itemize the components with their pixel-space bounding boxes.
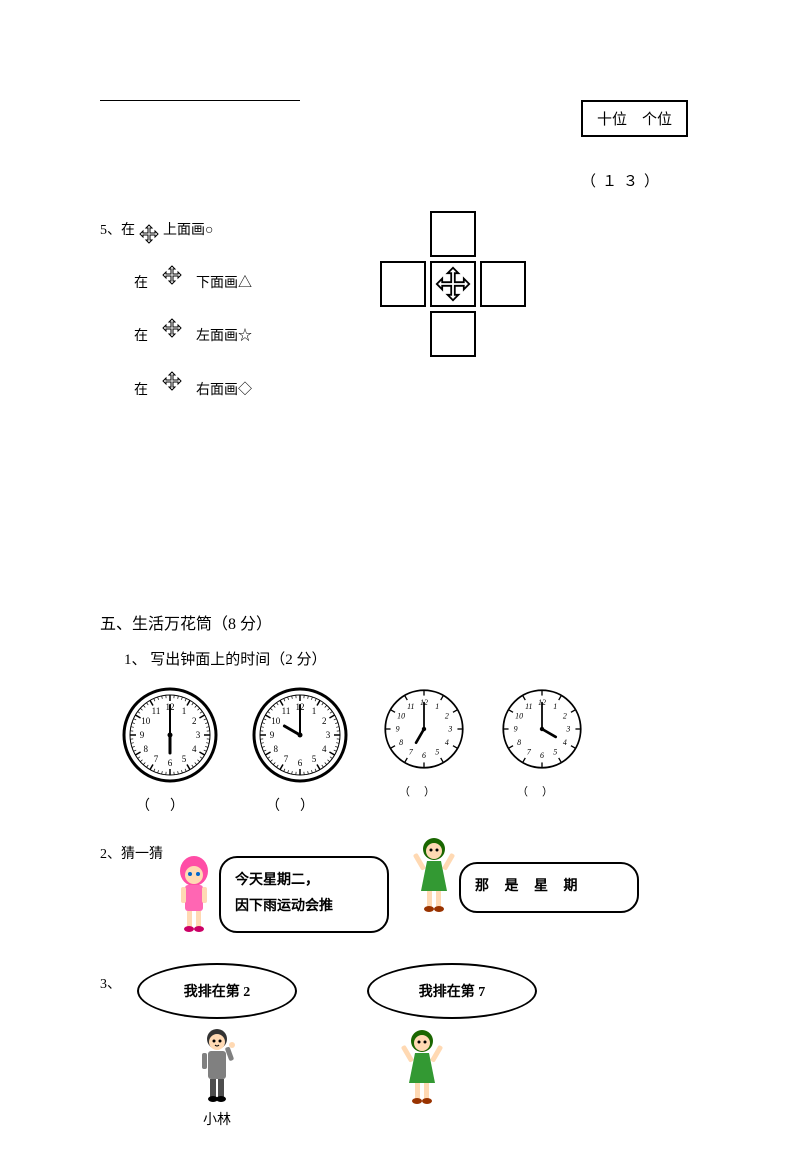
q3-label: 3、 — [100, 973, 121, 993]
ones-label: 个位 — [642, 112, 672, 128]
svg-text:3: 3 — [196, 730, 201, 740]
svg-text:5: 5 — [553, 747, 557, 756]
svg-text:1: 1 — [182, 706, 187, 716]
q5-l2-prefix: 在 — [134, 264, 148, 303]
svg-text:10: 10 — [271, 716, 281, 726]
svg-text:10: 10 — [515, 711, 523, 720]
svg-text:2: 2 — [192, 716, 197, 726]
section-5-title: 五、生活万花筒（8 分） — [100, 610, 693, 634]
svg-text:1: 1 — [435, 702, 439, 711]
svg-text:5: 5 — [182, 754, 187, 764]
q5-l4-prefix: 在 — [134, 371, 148, 410]
svg-text:6: 6 — [540, 751, 544, 760]
clock-3: 123456789101112 — [380, 685, 468, 773]
svg-text:9: 9 — [140, 730, 145, 740]
oval1-text: 我排在第 2 — [184, 981, 251, 1001]
section5-sub1: 1、 写出钟面上的时间（2 分） — [124, 648, 693, 669]
girl-pink-icon — [169, 853, 219, 933]
q5-l4-suffix: 右面画◇ — [196, 371, 252, 410]
bubble-2: 那 是 星 期 — [459, 862, 639, 913]
bubble1-line1: 今天星期二， — [235, 868, 373, 895]
svg-text:5: 5 — [435, 747, 439, 756]
clock-2: 123456789101112 — [250, 685, 350, 785]
question-5: 5、在 上面画○ 在 下面画△ 在 — [100, 211, 693, 410]
cross-arrow-icon — [162, 315, 182, 335]
question-2-row: 2、猜一猜 今天星期二， 因下雨运动会 — [100, 833, 693, 933]
svg-text:4: 4 — [563, 738, 567, 747]
oval-bubble-1: 我排在第 2 — [137, 963, 297, 1019]
paren-3: （） — [399, 783, 449, 799]
cross-arrow-icon — [162, 262, 182, 282]
svg-text:1: 1 — [553, 702, 557, 711]
svg-text:10: 10 — [397, 711, 405, 720]
place-number: （１３） — [581, 170, 665, 191]
svg-text:4: 4 — [322, 744, 327, 754]
svg-text:2: 2 — [445, 711, 449, 720]
q5-l3-suffix: 左面画☆ — [196, 317, 252, 356]
box-bottom — [430, 311, 476, 357]
oval-bubble-2: 我排在第 7 — [367, 963, 537, 1019]
paren-2: （） — [266, 795, 334, 815]
svg-text:11: 11 — [525, 702, 532, 711]
paren-1: （） — [136, 795, 204, 815]
q5-l1-suffix: 上面画○ — [163, 211, 213, 250]
place-value-box: 十位 个位 — [581, 100, 688, 137]
svg-text:5: 5 — [312, 754, 317, 764]
svg-text:8: 8 — [399, 738, 403, 747]
clock-1: 123456789101112 — [120, 685, 220, 785]
tens-label: 十位 — [597, 112, 627, 128]
cross-arrow-icon — [139, 221, 159, 241]
box-right — [480, 261, 526, 307]
svg-text:8: 8 — [274, 744, 279, 754]
paren-4: （） — [517, 783, 567, 799]
box-center — [430, 261, 476, 307]
svg-text:7: 7 — [154, 754, 159, 764]
svg-text:6: 6 — [168, 758, 173, 768]
svg-text:7: 7 — [284, 754, 289, 764]
svg-text:11: 11 — [282, 706, 291, 716]
boy-gray-icon — [192, 1025, 242, 1105]
girl-green-icon — [409, 833, 459, 913]
cross-arrow-icon — [162, 368, 182, 388]
svg-text:8: 8 — [517, 738, 521, 747]
q5-l3-prefix: 在 — [134, 317, 148, 356]
svg-text:3: 3 — [565, 724, 570, 733]
q5-prefix: 5、在 — [100, 211, 135, 250]
oval2-text: 我排在第 7 — [419, 981, 486, 1001]
bubble1-line2: 因下雨运动会推 — [235, 894, 373, 921]
svg-text:6: 6 — [298, 758, 303, 768]
svg-text:4: 4 — [192, 744, 197, 754]
svg-text:2: 2 — [322, 716, 327, 726]
svg-text:8: 8 — [144, 744, 149, 754]
svg-text:4: 4 — [445, 738, 449, 747]
svg-text:2: 2 — [563, 711, 567, 720]
girl-green-icon-2 — [397, 1025, 447, 1105]
blank-line — [100, 100, 300, 101]
clock-4: 123456789101112 — [498, 685, 586, 773]
box-left — [380, 261, 426, 307]
svg-text:11: 11 — [152, 706, 161, 716]
q5-l2-suffix: 下面画△ — [196, 264, 252, 303]
svg-text:3: 3 — [326, 730, 331, 740]
box-top — [430, 211, 476, 257]
q2-label: 2、猜一猜 — [100, 843, 163, 863]
svg-text:9: 9 — [396, 724, 400, 733]
svg-text:1: 1 — [312, 706, 317, 716]
name-xiaolin: 小林 — [203, 1109, 231, 1129]
svg-text:11: 11 — [407, 702, 414, 711]
question-3-row: 3、 我排在第 2 — [100, 963, 693, 1129]
svg-text:6: 6 — [422, 751, 426, 760]
bubble-1: 今天星期二， 因下雨运动会推 — [219, 856, 389, 933]
svg-text:9: 9 — [514, 724, 518, 733]
svg-text:3: 3 — [447, 724, 452, 733]
clocks-row: 123456789101112 （） 123456789101112 （） 12… — [120, 685, 693, 815]
svg-text:9: 9 — [270, 730, 275, 740]
svg-text:10: 10 — [141, 716, 151, 726]
bubble2-text: 那 是 星 期 — [475, 879, 584, 894]
